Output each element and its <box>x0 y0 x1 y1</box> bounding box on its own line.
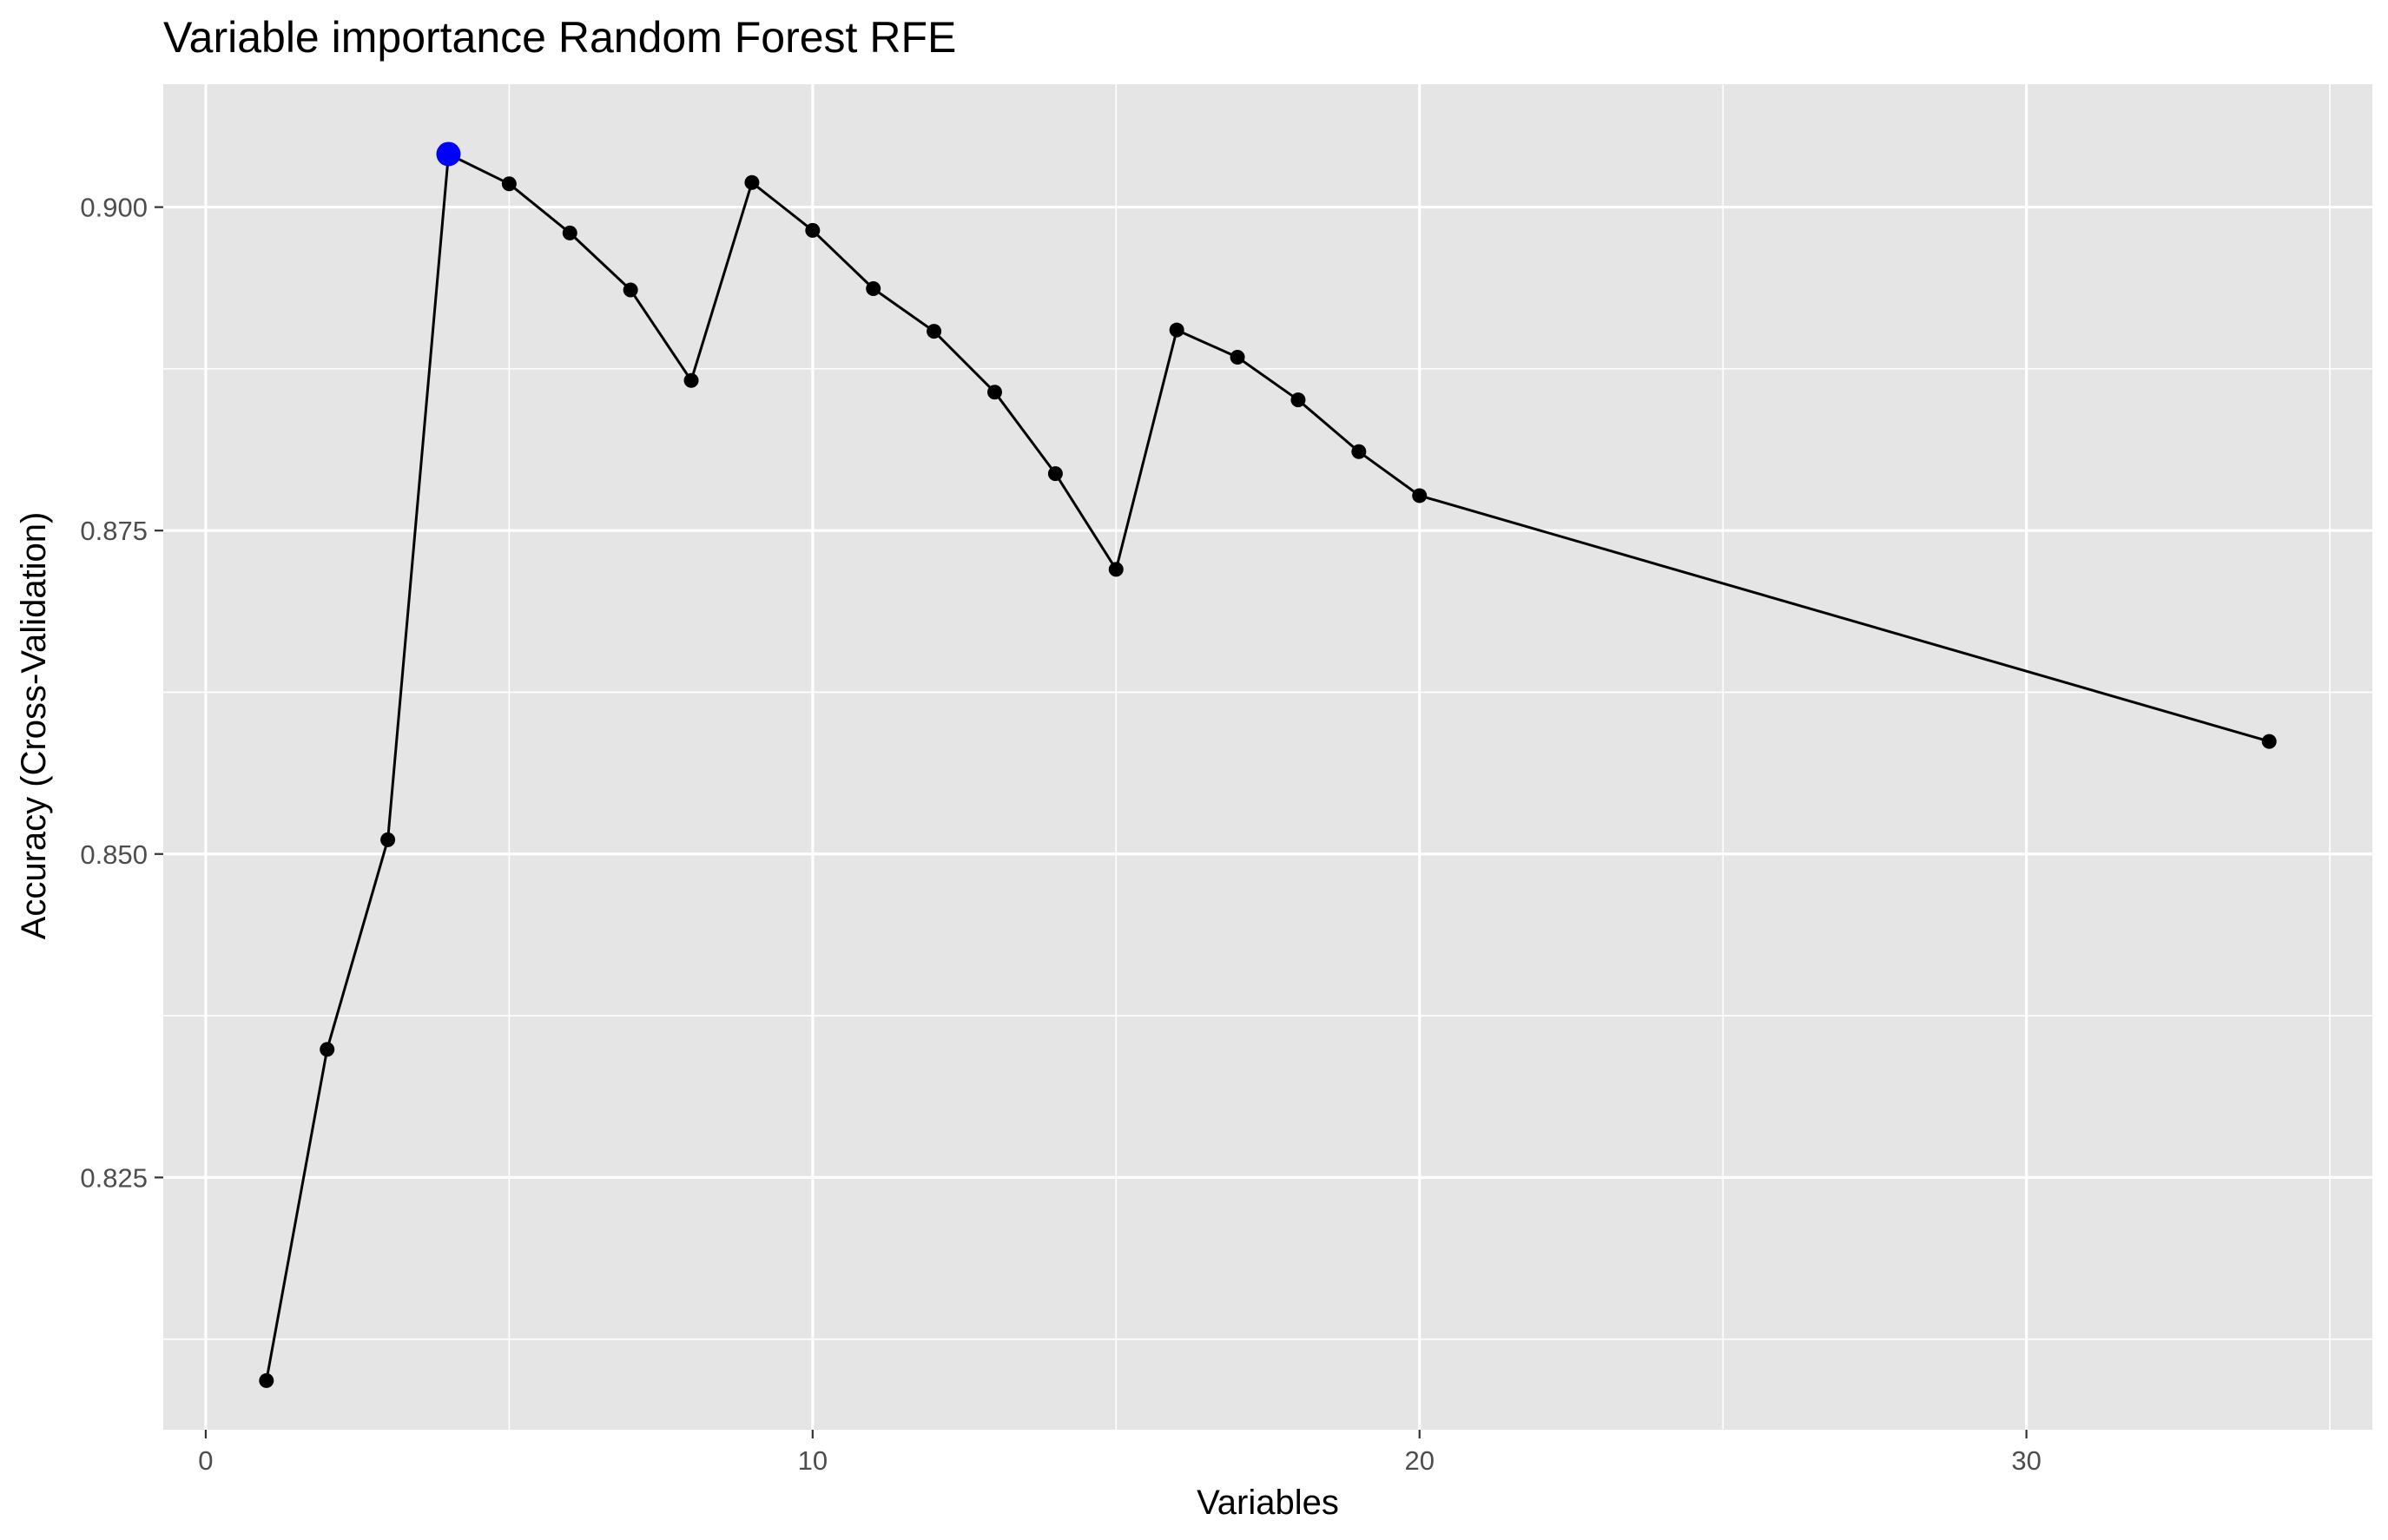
data-point <box>1047 466 1063 482</box>
x-axis-title: Variables <box>1197 1484 1339 1522</box>
data-point <box>927 324 942 339</box>
plot-panel-background <box>163 84 2372 1430</box>
data-point <box>805 222 821 238</box>
y-tick-label: 0.875 <box>80 516 148 546</box>
data-point <box>2261 734 2277 749</box>
grid-lines <box>163 84 2372 1430</box>
x-tick-label: 20 <box>1404 1445 1434 1476</box>
x-tick-label: 30 <box>2011 1445 2041 1476</box>
data-point <box>683 372 699 388</box>
highlight-point <box>436 141 461 167</box>
data-point <box>866 280 881 296</box>
data-point <box>320 1042 335 1057</box>
y-tick-label: 0.900 <box>80 193 148 223</box>
data-point <box>1351 444 1367 459</box>
data-point <box>1169 322 1184 338</box>
y-axis-title: Accuracy (Cross-Validation) <box>15 512 53 940</box>
data-point <box>259 1372 274 1388</box>
x-tick-label: 0 <box>198 1445 213 1476</box>
axes: 0 10 20 30 0.825 0.850 0.875 0.900 <box>80 193 2041 1476</box>
x-tick-label: 10 <box>798 1445 828 1476</box>
chart-title: Variable importance Random Forest RFE <box>163 13 956 62</box>
data-series <box>259 141 2277 1388</box>
data-point <box>744 174 760 190</box>
data-point <box>986 385 1002 400</box>
data-point <box>1290 392 1306 408</box>
data-point <box>1108 562 1124 577</box>
data-point <box>1412 488 1428 503</box>
data-point <box>562 225 577 240</box>
plot-panel <box>163 84 2372 1430</box>
data-point <box>623 282 638 298</box>
y-tick-label: 0.850 <box>80 839 148 870</box>
y-tick-label: 0.825 <box>80 1162 148 1193</box>
data-point <box>380 832 396 847</box>
data-point <box>501 176 517 192</box>
data-point <box>1230 349 1245 365</box>
